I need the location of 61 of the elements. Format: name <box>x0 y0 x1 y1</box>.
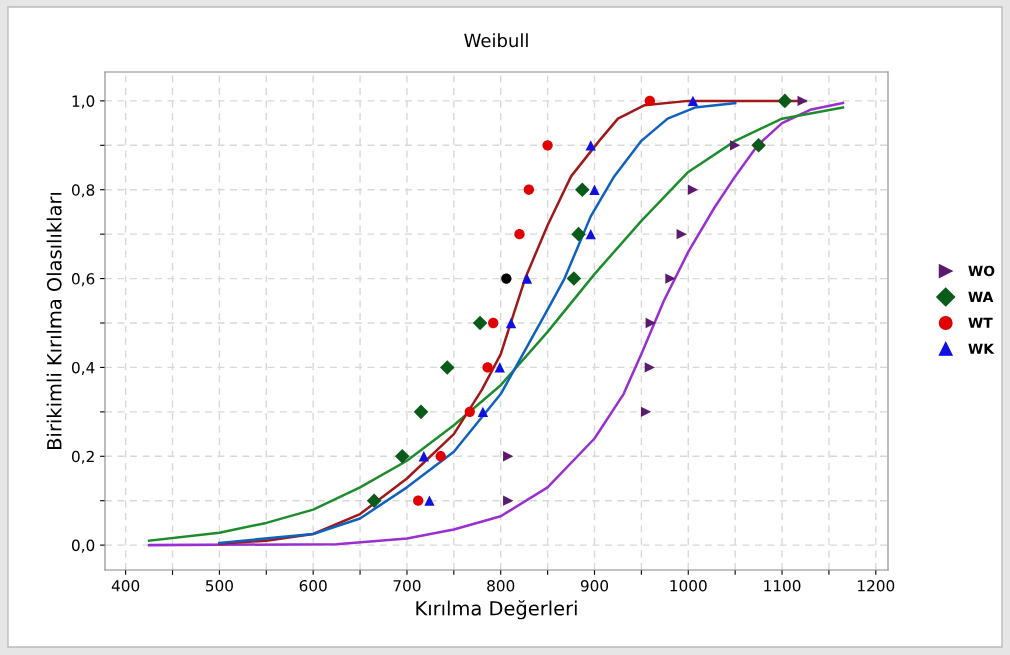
x-tick-label: 1200 <box>858 579 895 592</box>
point <box>542 140 553 151</box>
point <box>394 448 410 464</box>
point <box>665 273 676 284</box>
x-tick-label: 900 <box>580 579 609 592</box>
point <box>503 451 514 462</box>
point <box>503 495 514 506</box>
point <box>418 451 429 462</box>
y-tick-label: 0,0 <box>71 539 95 553</box>
y-tick-label: 0,8 <box>71 184 95 198</box>
y-tick-label: 1,0 <box>72 95 95 109</box>
point <box>482 362 493 373</box>
point <box>477 406 489 417</box>
chart-title: Weibull <box>464 33 528 48</box>
legend-label: WA <box>968 291 994 302</box>
x-tick-label: 700 <box>393 579 421 592</box>
legend-label: WT <box>968 317 993 328</box>
point <box>730 140 741 151</box>
x-tick-label: 1000 <box>670 579 707 592</box>
point <box>488 317 499 329</box>
point <box>640 406 652 417</box>
point <box>413 495 424 506</box>
point <box>472 315 488 331</box>
point <box>589 184 600 195</box>
point <box>521 273 533 284</box>
point <box>645 317 656 329</box>
point <box>644 362 655 373</box>
point <box>435 451 446 462</box>
legend-label: WK <box>968 343 995 354</box>
point <box>777 93 793 109</box>
point <box>575 182 590 198</box>
point <box>571 226 586 242</box>
y-tick-label: 0,6 <box>71 273 95 287</box>
x-tick-label: 800 <box>487 579 515 592</box>
x-axis-title: Kırılma Değerleri <box>416 600 577 620</box>
point <box>514 229 525 240</box>
y-axis-title: Birikimli Kırılma Olasılıkları <box>46 192 62 449</box>
legend-label: WO <box>968 265 995 277</box>
point <box>687 95 699 107</box>
point <box>687 184 699 195</box>
point <box>439 360 455 375</box>
point <box>644 95 655 107</box>
point <box>413 404 429 420</box>
x-tick-label: 500 <box>206 579 233 592</box>
point <box>751 138 766 153</box>
point <box>464 406 475 417</box>
x-tick-label: 1100 <box>764 579 801 592</box>
point <box>676 229 687 240</box>
point <box>505 317 517 329</box>
point <box>523 184 534 195</box>
point <box>366 493 382 508</box>
x-tick-label: 600 <box>299 579 327 592</box>
y-tick-label: 0,4 <box>71 361 95 375</box>
x-tick-label: 400 <box>111 579 140 592</box>
point <box>585 229 596 240</box>
point <box>424 495 435 506</box>
point <box>494 362 505 373</box>
point <box>797 95 808 107</box>
y-tick-label: 0,2 <box>71 450 94 464</box>
point <box>501 273 512 284</box>
point <box>566 271 582 286</box>
